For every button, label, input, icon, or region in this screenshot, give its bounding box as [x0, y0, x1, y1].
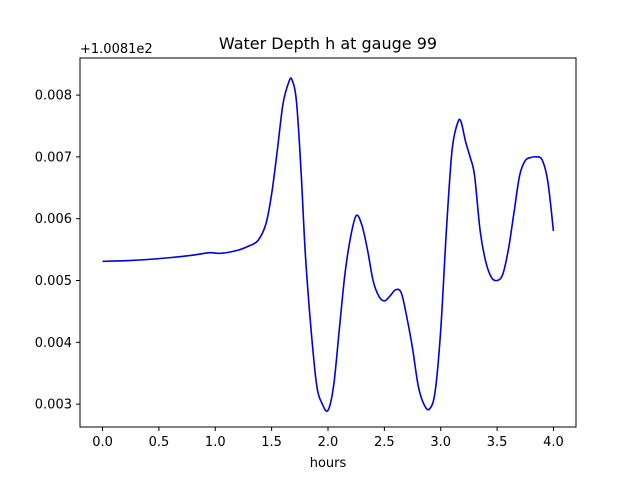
x-axis-label: hours: [310, 456, 347, 471]
x-tick-label: 2.0: [318, 435, 339, 450]
x-tick-label: 1.5: [261, 435, 282, 450]
y-offset-label: +1.0081e2: [80, 42, 153, 57]
y-tick-label: 0.005: [35, 274, 72, 289]
series-line: [102, 77, 555, 413]
x-axis: 0.0 0.5 1.0 1.5 2.0 2.5 3.0 3.5 4.0: [92, 427, 564, 450]
y-axis: 0.003 0.004 0.005 0.006 0.007 0.008: [35, 89, 80, 413]
x-tick-label: 1.0: [205, 435, 226, 450]
x-tick-label: 3.5: [487, 435, 508, 450]
chart-title: Water Depth h at gauge 99: [219, 34, 437, 53]
x-tick-label: 3.0: [430, 435, 451, 450]
x-tick-label: 2.5: [374, 435, 395, 450]
x-tick-label: 0.5: [149, 435, 170, 450]
y-tick-label: 0.008: [35, 89, 72, 104]
y-tick-label: 0.007: [35, 150, 72, 165]
y-tick-label: 0.003: [35, 398, 72, 413]
x-tick-label: 4.0: [543, 435, 564, 450]
plot-area: [80, 58, 576, 427]
x-tick-label: 0.0: [92, 435, 113, 450]
plot-frame: [79, 57, 577, 428]
y-tick-label: 0.004: [35, 336, 72, 351]
y-tick-label: 0.006: [35, 212, 72, 227]
